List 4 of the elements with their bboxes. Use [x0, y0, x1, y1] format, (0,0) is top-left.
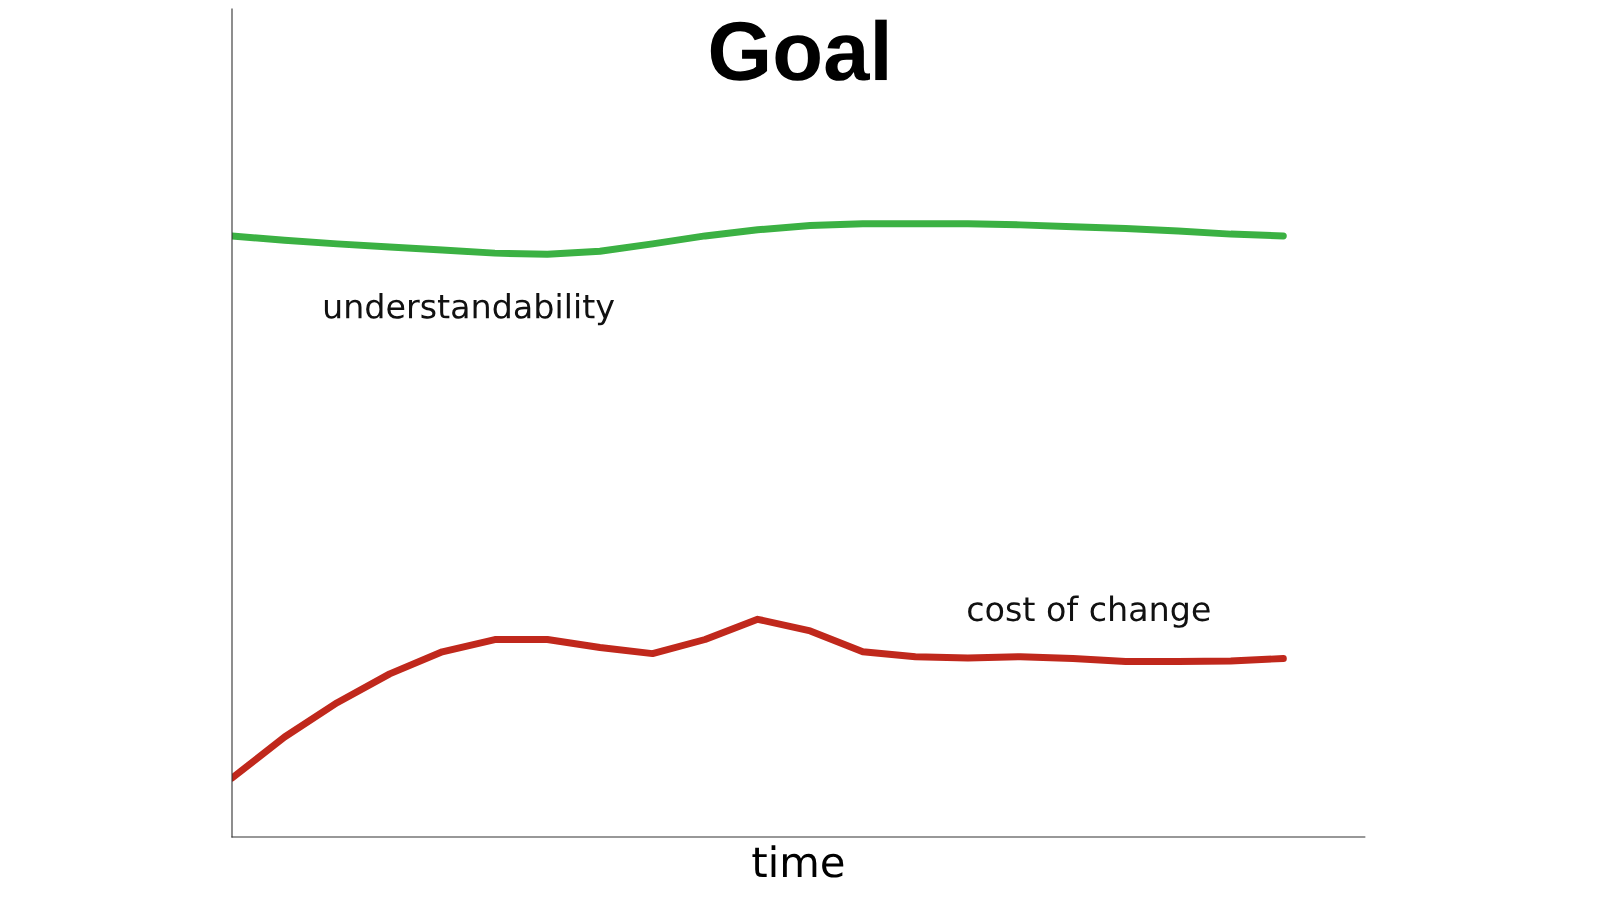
x-axis-title: time	[752, 845, 844, 878]
series-label: understandability	[324, 292, 615, 326]
series-label: cost of change	[968, 595, 1210, 628]
chart-title: Goal	[710, 19, 887, 81]
